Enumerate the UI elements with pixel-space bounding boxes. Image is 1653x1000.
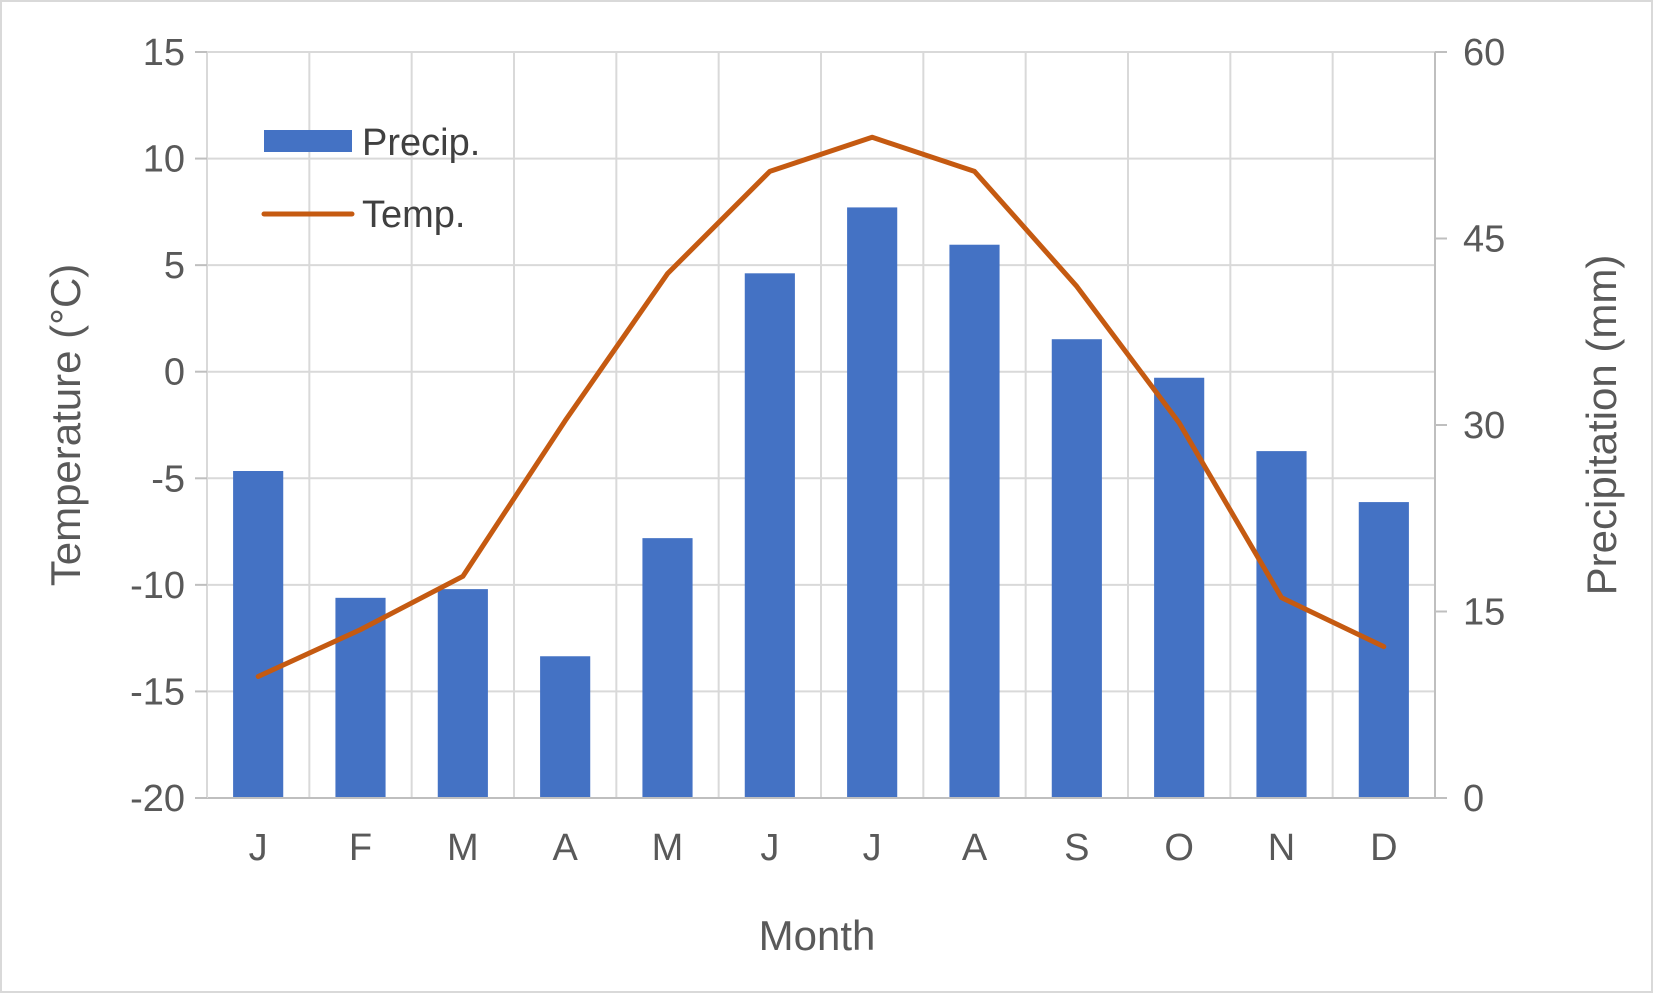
x-tick-label: A (552, 827, 578, 869)
legend-temp-label: Temp. (362, 194, 465, 236)
y-left-tick-label: 5 (164, 245, 185, 287)
precip-bar (949, 244, 1000, 798)
precip-bar (540, 656, 591, 798)
x-tick-label: J (760, 827, 779, 869)
x-tick-label: S (1064, 827, 1089, 869)
y-right-tick-label: 15 (1463, 592, 1505, 634)
precip-bars (233, 207, 1409, 798)
legend-precip-swatch (264, 130, 352, 152)
temp-line (255, 134, 1387, 680)
x-tick-label: J (249, 827, 268, 869)
y-left-tick-label: -5 (151, 458, 185, 500)
left-axis-ticks: 15 10 5 0 -5 -10 -15 -20 (130, 32, 185, 820)
x-axis-title: Month (759, 912, 876, 959)
axes (195, 51, 1447, 799)
y-right-tick-label: 0 (1463, 778, 1484, 820)
y-right-tick-label: 30 (1463, 405, 1505, 447)
precip-bar (847, 207, 898, 798)
precip-bar (1051, 339, 1102, 798)
x-tick-label: M (447, 827, 479, 869)
y-left-axis-title: Temperature (°C) (42, 264, 89, 587)
precip-bar (437, 589, 488, 798)
legend: Precip. Temp. (261, 122, 480, 236)
y-left-tick-label: 0 (164, 352, 185, 394)
precip-bar (1256, 451, 1307, 798)
x-tick-label: M (652, 827, 684, 869)
y-right-axis-title: Precipitation (mm) (1578, 255, 1625, 596)
y-left-tick-label: 15 (143, 32, 185, 74)
x-tick-label: N (1268, 827, 1295, 869)
precip-bar (1358, 502, 1409, 798)
y-right-tick-label: 60 (1463, 32, 1505, 74)
precip-bar (1154, 377, 1205, 798)
y-left-tick-label: 10 (143, 139, 185, 181)
x-tick-label: D (1370, 827, 1397, 869)
y-right-tick-label: 45 (1463, 219, 1505, 261)
precip-bar (744, 273, 795, 798)
y-left-tick-label: -15 (130, 671, 185, 713)
legend-precip-label: Precip. (362, 122, 480, 164)
x-tick-label: F (349, 827, 372, 869)
precip-bar (642, 538, 693, 798)
right-axis-ticks: 60 45 30 15 0 (1463, 32, 1505, 820)
x-tick-label: O (1164, 827, 1194, 869)
precip-bar (233, 471, 284, 798)
gridlines (207, 51, 1435, 798)
x-tick-label: J (863, 827, 882, 869)
temp-series-line (255, 134, 1387, 680)
y-left-tick-label: -20 (130, 778, 185, 820)
y-left-tick-label: -10 (130, 565, 185, 607)
x-tick-label: A (962, 827, 988, 869)
